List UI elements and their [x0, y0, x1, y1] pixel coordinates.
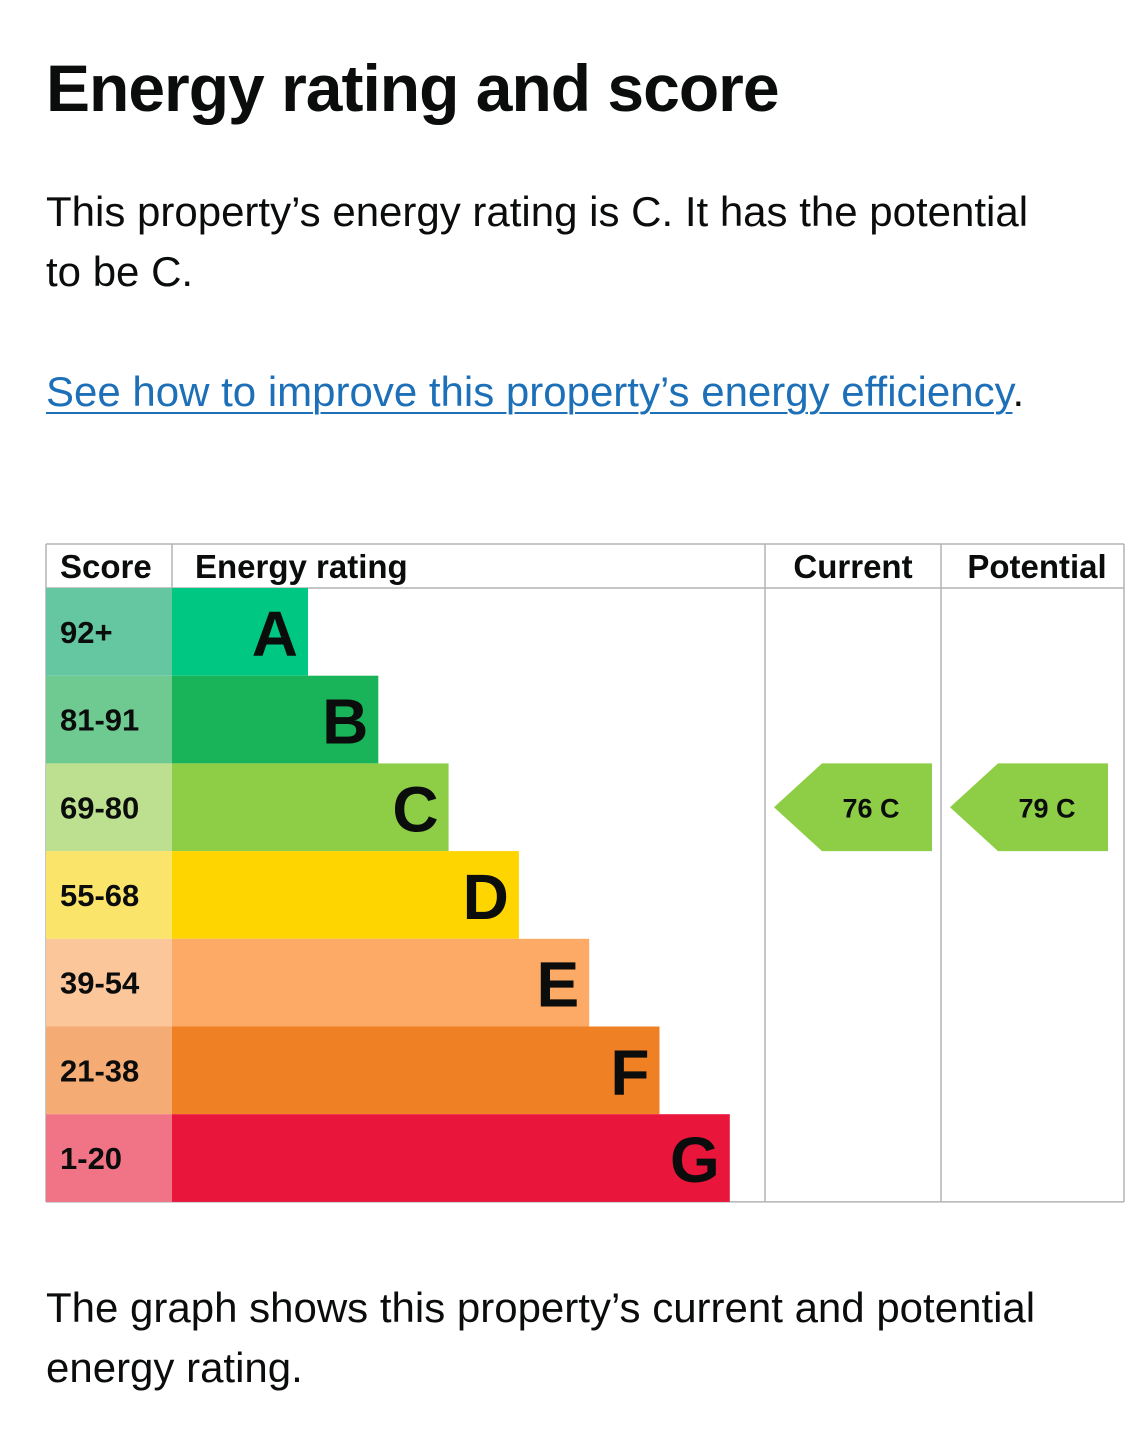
rating-bar-c: [172, 763, 449, 852]
header-current: Current: [793, 548, 912, 585]
chart-headers: Score Energy rating Current Potential: [60, 548, 1107, 585]
rating-letter-e: E: [537, 949, 580, 1021]
rating-bar-g: [172, 1114, 730, 1202]
potential-rating-label: 79 C: [1018, 793, 1075, 823]
score-cell-a: [46, 588, 172, 676]
score-cell-c: [46, 763, 172, 852]
score-label-f: 21-38: [60, 1053, 139, 1088]
improve-efficiency-link[interactable]: See how to improve this property’s energ…: [46, 368, 1013, 415]
score-label-b: 81-91: [60, 703, 139, 738]
rating-bar-f: [172, 1026, 660, 1115]
score-cell-e: [46, 938, 172, 1027]
header-score: Score: [60, 548, 152, 585]
potential-arrow: [950, 763, 1108, 852]
rating-letter-g: G: [670, 1124, 720, 1196]
score-label-a: 92+: [60, 615, 113, 650]
rating-bar-d: [172, 851, 519, 939]
rating-markers: 76 C 79 C: [774, 763, 1108, 852]
score-label-c: 69-80: [60, 790, 139, 825]
chart-description: The graph shows this property’s current …: [46, 1284, 1036, 1391]
score-cell-d: [46, 851, 172, 939]
rating-letter-c: C: [392, 773, 438, 845]
score-cell-f: [46, 1026, 172, 1115]
rating-summary: This property’s energy rating is C. It h…: [46, 188, 1029, 295]
energy-rating-chart: Score Energy rating Current Potential 92…: [45, 543, 1125, 1203]
score-label-d: 55-68: [60, 878, 139, 913]
rating-letter-a: A: [252, 598, 298, 670]
score-cell-b: [46, 675, 172, 764]
link-suffix: .: [1012, 368, 1025, 415]
page-title: Energy rating and score: [46, 51, 780, 125]
header-potential: Potential: [967, 548, 1106, 585]
current-arrow: [774, 763, 932, 852]
score-label-g: 1-20: [60, 1141, 122, 1176]
header-energy-rating: Energy rating: [195, 548, 408, 585]
rating-bar-e: [172, 938, 590, 1027]
rating-bar-a: [172, 588, 308, 676]
rating-letter-d: D: [463, 861, 509, 933]
rating-bands: 92+ A 81-91 B 69-80 C 55-68 D 39-54 E 21-38 F 1-20 G: [46, 588, 730, 1202]
improve-paragraph: See how to improve this property’s energ…: [46, 362, 1046, 422]
rating-letter-b: B: [322, 686, 368, 758]
rating-bar-b: [172, 675, 379, 764]
score-cell-g: [46, 1114, 172, 1202]
rating-letter-f: F: [610, 1036, 649, 1108]
score-label-e: 39-54: [60, 966, 140, 1001]
current-rating-label: 76 C: [842, 793, 899, 823]
